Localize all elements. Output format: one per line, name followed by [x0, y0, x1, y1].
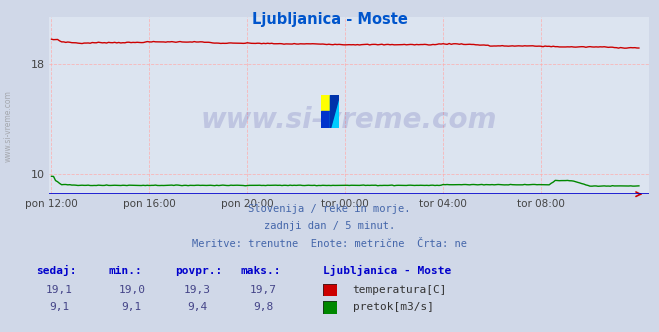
Text: Meritve: trenutne  Enote: metrične  Črta: ne: Meritve: trenutne Enote: metrične Črta: …	[192, 239, 467, 249]
Text: 9,8: 9,8	[254, 302, 273, 312]
Text: 19,3: 19,3	[185, 285, 211, 295]
Bar	[330, 95, 339, 111]
Text: povpr.:: povpr.:	[175, 266, 222, 276]
Text: 19,7: 19,7	[250, 285, 277, 295]
Text: Ljubljanica - Moste: Ljubljanica - Moste	[252, 12, 407, 27]
Polygon shape	[330, 95, 339, 128]
Polygon shape	[330, 95, 339, 128]
Text: 9,1: 9,1	[49, 302, 69, 312]
Text: temperatura[C]: temperatura[C]	[353, 285, 447, 294]
Text: 9,4: 9,4	[188, 302, 208, 312]
Text: www.si-vreme.com: www.si-vreme.com	[201, 106, 498, 133]
Text: 19,0: 19,0	[119, 285, 145, 295]
Text: maks.:: maks.:	[241, 266, 281, 276]
Bar	[321, 111, 330, 128]
Text: 9,1: 9,1	[122, 302, 142, 312]
Text: pretok[m3/s]: pretok[m3/s]	[353, 302, 434, 312]
Bar	[321, 95, 330, 111]
Bar	[330, 111, 339, 128]
Text: Ljubljanica - Moste: Ljubljanica - Moste	[323, 265, 451, 276]
Text: 19,1: 19,1	[46, 285, 72, 295]
Text: sedaj:: sedaj:	[36, 265, 76, 276]
Text: min.:: min.:	[109, 266, 142, 276]
Text: www.si-vreme.com: www.si-vreme.com	[4, 90, 13, 162]
Text: Slovenija / reke in morje.: Slovenija / reke in morje.	[248, 204, 411, 214]
Text: zadnji dan / 5 minut.: zadnji dan / 5 minut.	[264, 221, 395, 231]
